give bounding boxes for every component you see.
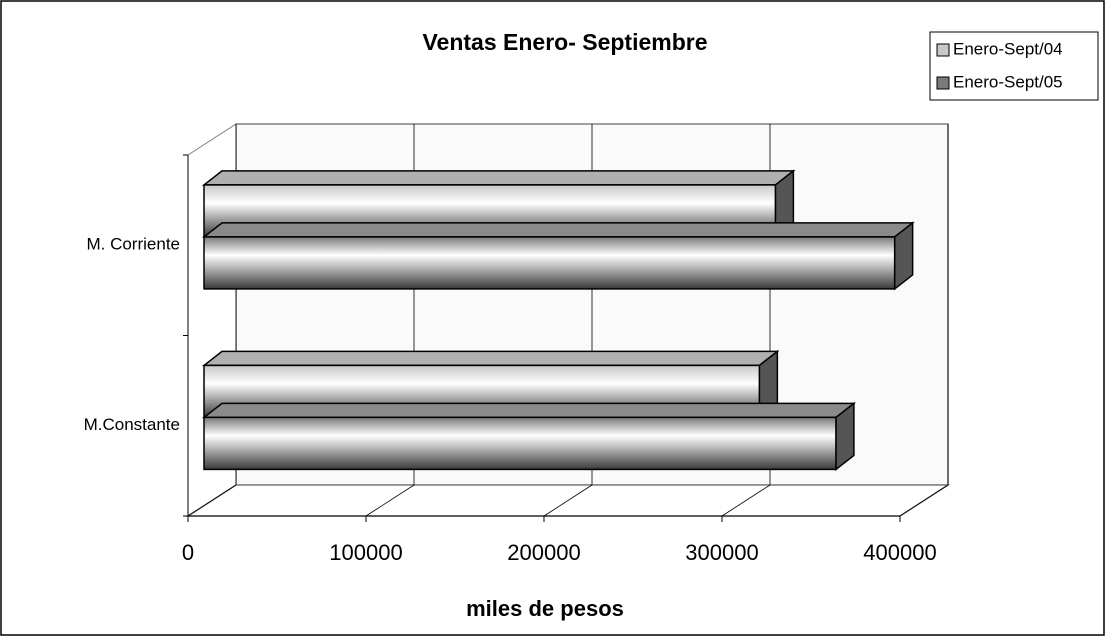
grid-line <box>187 484 237 517</box>
grid-line <box>721 484 771 517</box>
x-tick-label: 100000 <box>329 540 402 565</box>
legend-label: Enero-Sept/05 <box>953 72 1063 91</box>
chart-title: Ventas Enero- Septiembre <box>422 29 707 55</box>
legend-swatch <box>936 43 950 57</box>
x-tick-label: 300000 <box>685 540 758 565</box>
grid-line <box>365 484 415 517</box>
grid-line <box>543 484 593 517</box>
y-tick-label: M.Constante <box>84 415 180 434</box>
bar <box>203 416 837 471</box>
y-tick-label: M. Corriente <box>86 235 180 254</box>
bar-top <box>201 170 796 186</box>
x-tick-label: 200000 <box>507 540 580 565</box>
bar-top <box>201 402 857 419</box>
bar <box>203 236 896 290</box>
bar-top <box>201 222 915 238</box>
x-axis-label: miles de pesos <box>466 596 624 621</box>
x-tick-label: 400000 <box>863 540 936 565</box>
bar-top <box>201 350 780 367</box>
legend-swatch <box>936 76 950 90</box>
legend-label: Enero-Sept/04 <box>953 39 1063 58</box>
legend-box <box>929 31 1099 101</box>
x-tick-label: 0 <box>182 540 194 565</box>
grid-line <box>899 484 949 517</box>
